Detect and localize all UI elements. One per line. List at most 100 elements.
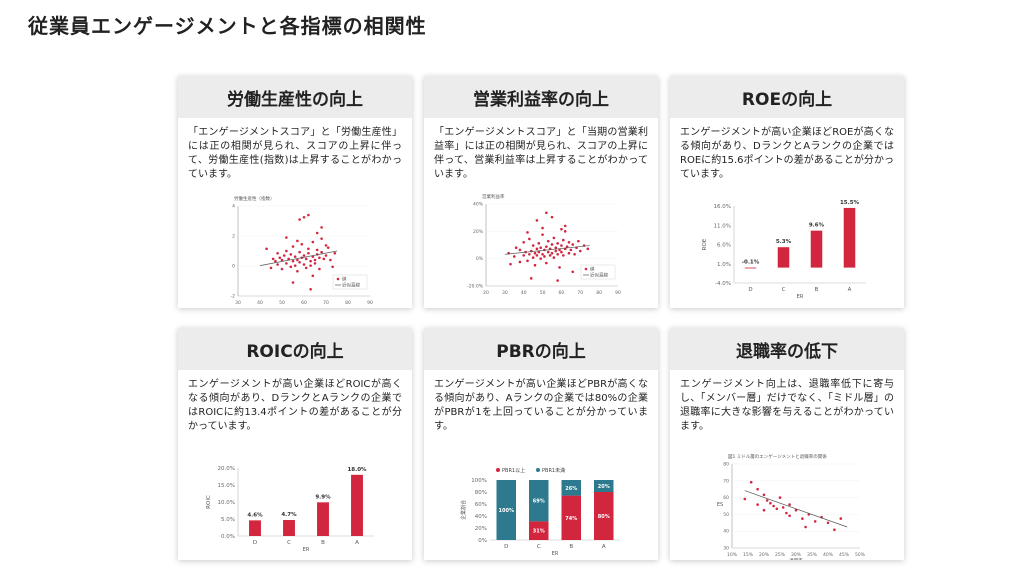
y-tick-label: 40%: [473, 202, 484, 208]
y-tick-label: 0: [232, 264, 235, 270]
scatter-chart: 図1 ミドル層のエンゲージメントと退職率の関係 10% 15% 20% 25% 30% 35…: [717, 453, 866, 560]
data-point: [563, 224, 567, 228]
data-point: [278, 256, 282, 260]
data-point: [743, 497, 747, 501]
data-point: [573, 252, 576, 256]
data-point: [514, 246, 518, 250]
chart-pbr: 100% 80% 60% 40% 20% 0% PBR1以上 PBR1未満 100% D 31% 69…: [424, 438, 658, 560]
data-label: 31%: [533, 529, 545, 535]
data-point: [756, 487, 759, 491]
data-point: [826, 521, 830, 525]
card-title: 退職率の低下: [670, 328, 904, 370]
x-tick-label: 80: [345, 300, 351, 306]
data-point: [518, 260, 522, 264]
x-tick-label: 20: [483, 290, 489, 296]
data-point: [531, 256, 535, 259]
x-tick-label: 30: [235, 300, 241, 306]
x-tick-label: B: [569, 544, 573, 550]
data-point: [276, 251, 279, 255]
bar: [317, 502, 329, 536]
x-tick-label: 40: [521, 290, 527, 296]
data-label: -0.1%: [742, 260, 760, 266]
y-tick-label: 10.0%: [218, 500, 235, 506]
data-point: [271, 257, 275, 261]
card-description: 「エンゲージメントスコア」と「労働生産性」には正の相関が見られ、スコアの上昇に伴…: [188, 127, 402, 180]
data-point: [560, 227, 563, 231]
data-point: [296, 269, 299, 273]
data-point: [552, 256, 556, 259]
data-point: [274, 259, 277, 263]
data-point: [535, 219, 539, 222]
data-point: [560, 250, 563, 254]
x-tick-label: B: [321, 540, 325, 546]
legend-label: 値: [342, 276, 347, 283]
legend-marker: [496, 468, 500, 472]
data-point: [541, 233, 544, 236]
x-tick-label: 35%: [807, 552, 818, 558]
y-tick-label: 100%: [471, 478, 487, 484]
data-point: [302, 215, 306, 219]
bar-segment: [529, 521, 549, 540]
data-point: [537, 242, 541, 245]
data-point: [518, 248, 522, 252]
data-point: [287, 257, 290, 261]
y-axis-label: ROIC: [206, 495, 212, 509]
card-turnover: 退職率の低下 エンゲージメント向上は、退職率低下に寄与し、「メンバー層」だけでな…: [670, 328, 904, 560]
x-tick-label: 50: [279, 300, 285, 306]
data-label: 80%: [598, 514, 610, 520]
chart-title: 労働生産性（指数）: [234, 195, 275, 202]
data-point: [280, 267, 284, 271]
data-point: [546, 239, 550, 243]
data-point: [554, 249, 558, 253]
page-title: 従業員エンゲージメントと各指標の相関性: [28, 14, 427, 38]
data-point: [533, 251, 537, 255]
card-pbr: PBRの向上 エンゲージメントが高い企業ほどPBRが高くなる傾向があり、Aランク…: [424, 328, 658, 560]
data-label: 74%: [565, 516, 577, 522]
data-label: 5.3%: [776, 239, 792, 245]
y-tick-label: -4.0%: [715, 281, 731, 287]
data-point: [563, 230, 567, 233]
data-point: [289, 265, 293, 269]
data-point: [577, 239, 580, 243]
data-point: [300, 242, 304, 246]
trend-line: [744, 490, 848, 528]
data-point: [749, 480, 753, 484]
legend-box: [580, 264, 616, 280]
x-tick-label: 90: [367, 300, 373, 306]
data-label: 4.7%: [281, 512, 297, 518]
data-point: [309, 287, 312, 291]
legend-marker: [584, 267, 588, 271]
data-point: [324, 244, 328, 247]
data-point: [289, 253, 293, 256]
data-point: [320, 250, 323, 254]
y-tick-label: 60%: [475, 502, 487, 508]
y-tick-label: 30: [723, 546, 729, 552]
data-point: [512, 255, 516, 258]
data-point: [586, 247, 590, 251]
y-tick-label: 5.0%: [221, 517, 235, 523]
x-tick-label: 40: [257, 300, 263, 306]
data-point: [282, 254, 286, 257]
card-description: エンゲージメント向上は、退職率低下に寄与し、「メンバー層」だけでなく、「ミドル層…: [680, 379, 894, 432]
data-point: [309, 259, 312, 263]
chart-operating-margin: 営業利益率 20 30 40 50 60 70 80 90 40% 20% 0% -20.0% 値近似直線: [424, 186, 658, 308]
data-point: [311, 274, 315, 278]
data-point: [565, 245, 569, 248]
data-point: [296, 239, 299, 243]
data-point: [788, 503, 791, 506]
x-tick-label: 30%: [791, 552, 802, 558]
y-tick-label: 80%: [475, 490, 487, 496]
data-point: [569, 248, 573, 252]
x-tick-label: B: [815, 287, 819, 293]
data-point: [558, 248, 561, 252]
data-point: [546, 250, 550, 254]
x-axis-label: ER: [552, 551, 559, 557]
legend-box: [332, 274, 368, 290]
data-point: [315, 231, 319, 235]
chart-title: 図1 ミドル層のエンゲージメントと退職率の関係: [728, 453, 827, 460]
trend-line: [504, 245, 590, 255]
chart-roic: 20.0% 15.0% 10.0% 5.0% 0.0% 4.6% D 4.7% C 9.9% B 18…: [178, 438, 412, 560]
data-point: [535, 254, 539, 257]
x-tick-label: D: [748, 287, 752, 293]
data-point: [539, 246, 542, 250]
